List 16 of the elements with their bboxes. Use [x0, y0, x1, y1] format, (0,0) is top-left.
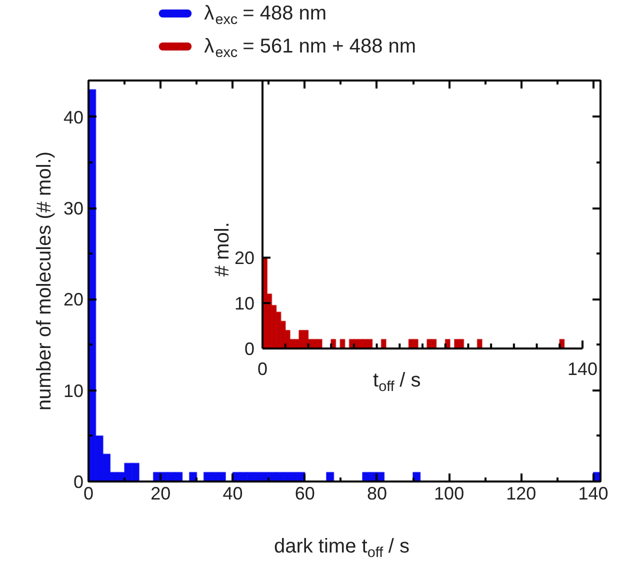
- x-tick-label: 80: [366, 484, 387, 504]
- y-tick-label: 30: [63, 198, 84, 219]
- x-tick-label: 20: [150, 484, 171, 504]
- x-tick-label: 100: [434, 484, 464, 504]
- x-tick-label: 140: [578, 484, 608, 504]
- y-axis-title: # mol.: [212, 222, 234, 277]
- y-tick-label: 40: [63, 107, 84, 128]
- y-axis-title: number of molecules (# mol.): [33, 152, 56, 410]
- y-tick-label: 10: [234, 294, 255, 314]
- x-tick-label: 140: [567, 359, 598, 379]
- y-tick-label: 10: [63, 380, 84, 401]
- y-tick-label: 20: [234, 248, 255, 268]
- x-tick-label: 60: [294, 484, 315, 504]
- x-tick-label: 120: [506, 484, 536, 504]
- y-tick-label: 20: [63, 290, 84, 310]
- y-tick-label: 0: [244, 339, 255, 359]
